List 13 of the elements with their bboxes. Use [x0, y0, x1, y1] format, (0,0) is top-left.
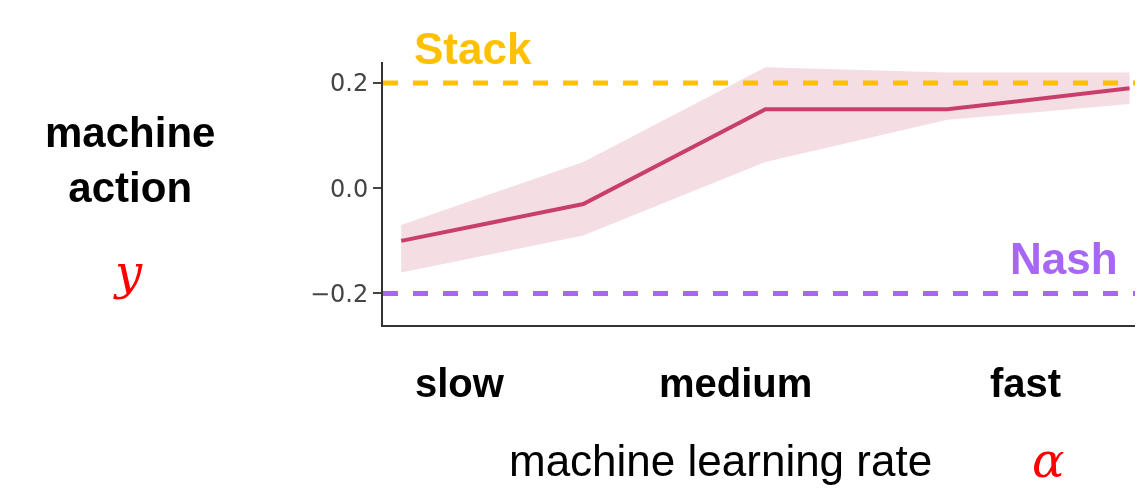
- text: medium: [659, 361, 813, 405]
- y-tick-label: 0.2: [330, 69, 369, 98]
- text: α: [1032, 432, 1065, 488]
- line-series: [399, 86, 1132, 243]
- text: y: [113, 244, 143, 300]
- y-tick-label: 0.0: [330, 174, 369, 203]
- x-axis-title: machine learning rate: [509, 436, 933, 485]
- y-axis-title: machine action: [45, 109, 216, 211]
- text: slow: [415, 361, 505, 405]
- ref-line-label: Stack: [414, 24, 532, 73]
- text: fast: [990, 361, 1062, 405]
- y-tick-label: −0.2: [309, 279, 369, 308]
- ref-line-label: Nash: [1010, 234, 1118, 283]
